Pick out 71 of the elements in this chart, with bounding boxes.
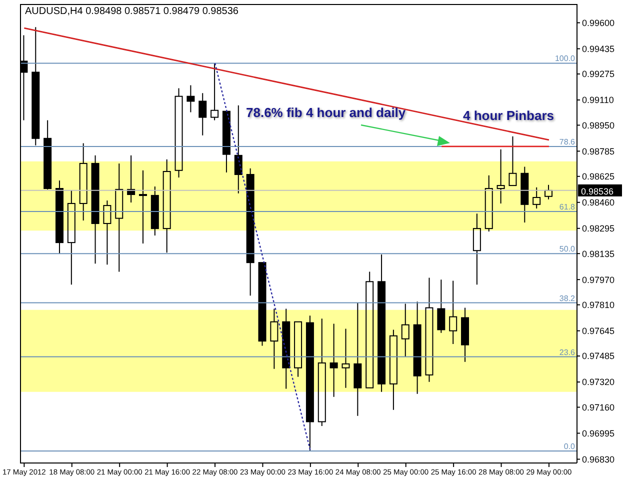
annotation: 38.2 [559, 294, 576, 303]
annotation: 50.0 [559, 244, 576, 254]
candlestick [306, 315, 314, 452]
candlestick [186, 84, 195, 113]
y-tick-label: 0.97160 [582, 402, 615, 412]
y-tick-label: 0.97320 [582, 377, 615, 388]
y-tick-label: 0.98135 [582, 248, 615, 259]
candlestick [55, 180, 64, 254]
annotation: 4 hour Pinbars [463, 108, 554, 123]
candlestick [198, 92, 207, 136]
y-tick-label: 0.97810 [582, 300, 615, 310]
y-tick-label: 0.98625 [582, 172, 615, 182]
candlestick [282, 308, 290, 390]
annotation: 0.0 [564, 442, 576, 452]
y-tick-label: 0.96830 [582, 454, 615, 464]
y-tick-label: 0.99435 [582, 44, 615, 54]
candlestick [366, 271, 374, 388]
candlestick [437, 279, 446, 334]
candlestick [174, 88, 183, 178]
candlestick [138, 170, 147, 244]
candlestick [318, 318, 326, 426]
y-tick-label: 0.99110 [582, 95, 614, 106]
candlestick [330, 323, 338, 398]
candlestick [401, 303, 410, 358]
candlestick [389, 329, 398, 410]
candlestick [378, 254, 386, 392]
candlestick [354, 302, 362, 416]
candlestick [210, 62, 219, 121]
y-tick-label: 0.99600 [582, 18, 615, 28]
candlestick [44, 120, 52, 190]
candlestick [270, 308, 278, 370]
y-tick-label: 0.96995 [582, 428, 615, 438]
annotation: 23.6 [559, 348, 576, 357]
candlestick [294, 321, 302, 378]
candlestick [413, 301, 422, 394]
chart-title: AUDUSD,H4 0.98498 0.98571 0.98479 0.98536 [25, 6, 238, 17]
candlestick [508, 136, 517, 186]
ref-line-label: 0.98536 [581, 186, 614, 196]
annotation: 100.0 [554, 54, 576, 64]
candlestick [246, 168, 254, 296]
annotation: 78.6 [559, 137, 576, 146]
y-tick-label: 0.97485 [582, 351, 615, 362]
candlestick [79, 142, 88, 221]
candlestick [150, 186, 159, 236]
candlestick [32, 26, 40, 146]
candlestick [258, 262, 266, 346]
candlestick [162, 158, 171, 254]
candlestick [342, 328, 350, 388]
y-tick-label: 0.98785 [582, 146, 615, 156]
candlestick [484, 174, 493, 232]
candlestick [91, 154, 100, 264]
candlestick [115, 162, 124, 272]
annotation: 61.8 [559, 202, 576, 212]
y-tick-label: 0.98950 [582, 120, 615, 130]
candlestick [103, 200, 112, 266]
y-tick-label: 0.98295 [582, 224, 615, 234]
candlestick [234, 104, 242, 194]
candlestick [496, 148, 505, 204]
candlestick [222, 110, 230, 173]
y-tick-label: 0.97970 [582, 274, 615, 285]
y-tick-label: 0.99275 [582, 69, 615, 80]
candlestick [461, 307, 470, 362]
candlestick [67, 190, 76, 286]
y-tick-label: 0.97645 [582, 326, 615, 336]
candlestick [449, 280, 458, 345]
y-tick-label: 0.98460 [582, 198, 615, 208]
candlestick [472, 213, 481, 286]
candlestick [532, 186, 541, 210]
candlestick [425, 277, 434, 382]
candlestick [520, 166, 529, 224]
annotation: 78.6% fib 4 hour and daily [246, 105, 406, 120]
